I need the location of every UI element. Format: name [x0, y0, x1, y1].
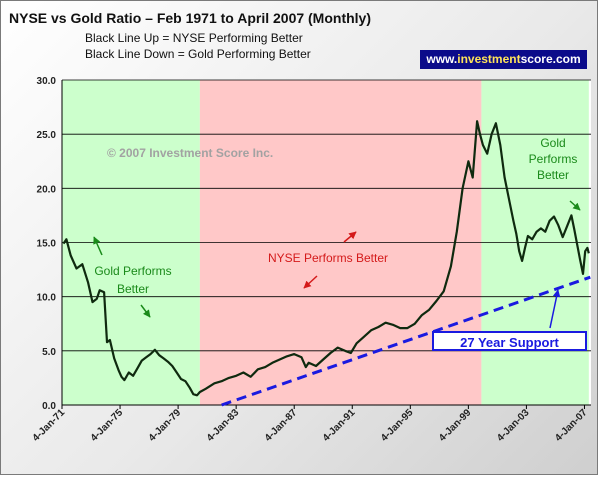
ratio-line — [62, 120, 590, 397]
x-tick-label: 4-Jan-95 — [379, 407, 416, 444]
x-tick-label: 4-Jan-07 — [553, 407, 590, 444]
gold-arrow-down-right — [569, 200, 581, 211]
x-tick-label: 4-Jan-99 — [437, 407, 474, 444]
y-tick-label: 5.0 — [42, 347, 56, 358]
nyse-arrow-down — [303, 275, 318, 289]
ratio-series — [62, 120, 590, 397]
subtitle-line-down: Black Line Down = Gold Performing Better — [85, 47, 311, 61]
support-trendline — [221, 275, 591, 407]
y-tick-label: 25.0 — [37, 130, 57, 141]
badge-suffix: score.com — [520, 52, 581, 66]
x-tick-label: 4-Jan-79 — [147, 407, 184, 444]
y-tick-label: 15.0 — [37, 239, 57, 250]
gold-arrow-down-left — [140, 304, 151, 318]
badge-highlight: investment — [457, 52, 521, 66]
y-tick-label: 10.0 — [37, 293, 57, 304]
gold-right-line3: Better — [536, 168, 569, 182]
x-tick-label: 4-Jan-91 — [321, 407, 358, 444]
gold-arrow-up-left — [93, 236, 103, 256]
gold-left-annotation: Gold Performs Better — [83, 264, 183, 296]
y-tick-label: 0.0 — [42, 401, 56, 412]
annotation-arrows — [93, 200, 581, 329]
nyse-annotation: NYSE Performs Better — [267, 251, 389, 265]
subtitle-line-up: Black Line Up = NYSE Performing Better — [85, 31, 303, 45]
badge-prefix: www. — [426, 52, 458, 66]
y-tick-label: 20.0 — [37, 184, 57, 195]
x-tick-label: 4-Jan-71 — [31, 407, 68, 444]
gold-left-line1: Gold Performs — [94, 264, 172, 278]
y-tick-label: 30.0 — [37, 76, 57, 87]
gold-right-line2: Performs — [528, 152, 578, 166]
x-tick-label: 4-Jan-03 — [495, 407, 532, 444]
x-tick-label: 4-Jan-83 — [205, 407, 242, 444]
x-tick-label: 4-Jan-87 — [263, 407, 300, 444]
axes — [61, 80, 591, 409]
support-arrow — [549, 289, 561, 329]
support-label: 27 Year Support — [432, 331, 587, 351]
x-tick-label: 4-Jan-75 — [89, 407, 126, 444]
gold-left-line2: Better — [116, 282, 149, 296]
copyright-notice: © 2007 Investment Score Inc. — [107, 146, 274, 160]
gold-right-line1: Gold — [540, 136, 566, 150]
gold-right-annotation: Gold Performs Better — [526, 136, 580, 182]
chart-title: NYSE vs Gold Ratio – Feb 1971 to April 2… — [9, 10, 372, 26]
website-badge: www.investmentscore.com — [420, 50, 587, 69]
support-line — [221, 275, 591, 407]
nyse-arrow-up — [343, 231, 357, 243]
